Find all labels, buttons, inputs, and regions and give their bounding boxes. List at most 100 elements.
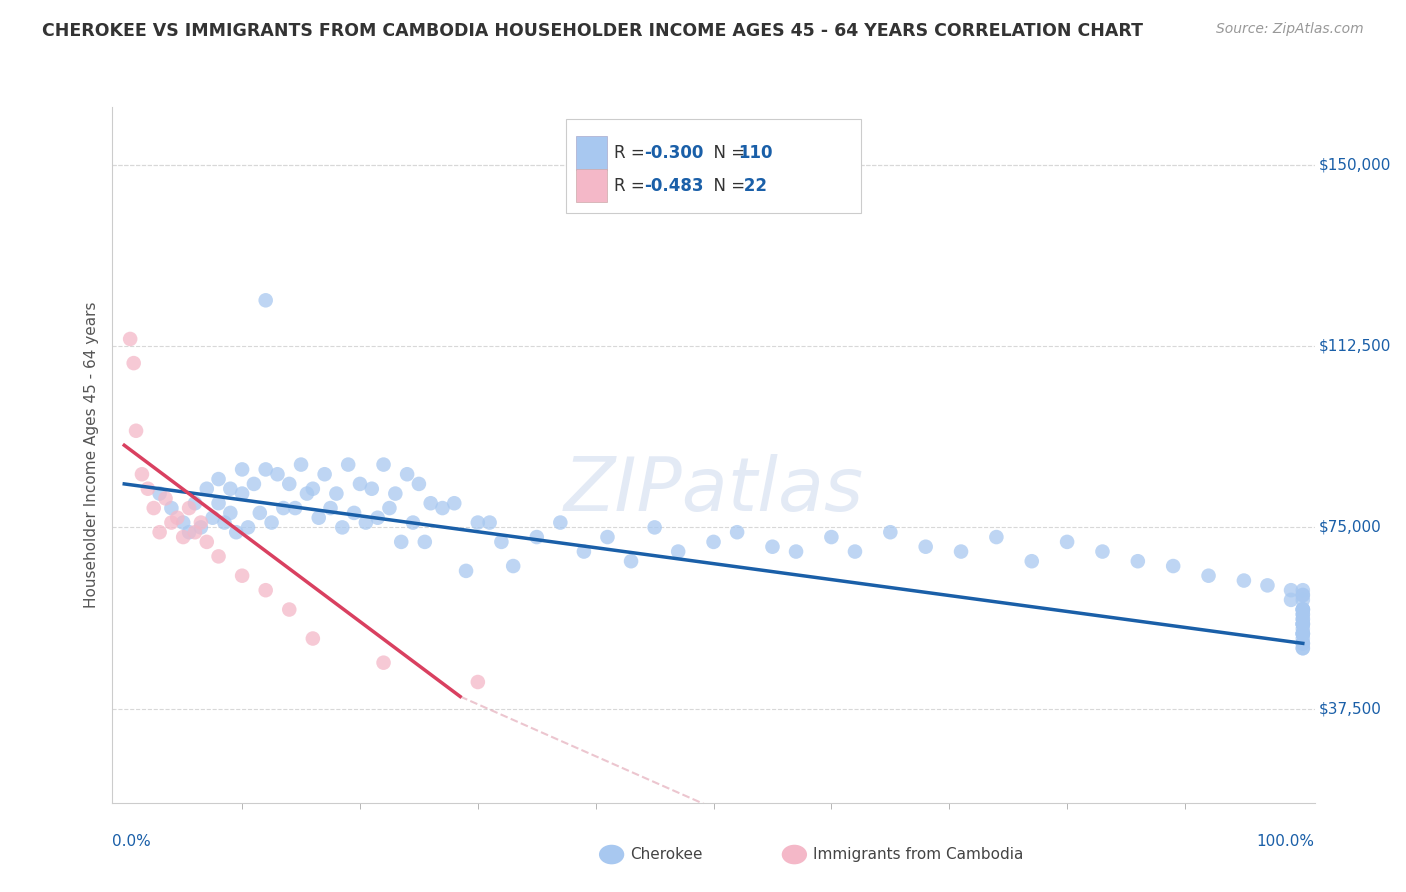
Point: [596, 530, 619, 544]
Point: [1292, 583, 1315, 598]
Point: [419, 496, 441, 510]
Point: [1126, 554, 1149, 568]
Point: [1292, 636, 1315, 650]
Point: [1292, 626, 1315, 640]
Point: [1292, 602, 1315, 616]
Point: [785, 544, 807, 558]
Text: Source: ZipAtlas.com: Source: ZipAtlas.com: [1216, 22, 1364, 37]
Point: [166, 510, 188, 524]
Point: [373, 656, 395, 670]
Point: [1292, 632, 1315, 646]
Text: $112,500: $112,500: [1319, 339, 1391, 354]
Point: [190, 520, 212, 534]
Point: [1091, 544, 1114, 558]
Text: N =: N =: [703, 177, 751, 194]
Point: [149, 525, 172, 540]
Point: [177, 501, 200, 516]
Point: [478, 516, 501, 530]
Point: [160, 516, 183, 530]
Point: [260, 516, 283, 530]
Point: [950, 544, 973, 558]
Point: [243, 476, 266, 491]
Text: N =: N =: [703, 145, 751, 162]
Point: [325, 486, 347, 500]
Point: [550, 516, 572, 530]
Point: [1021, 554, 1043, 568]
Point: [284, 501, 307, 516]
Point: [644, 520, 666, 534]
Point: [432, 501, 454, 516]
Point: [1292, 617, 1315, 632]
Point: [278, 602, 301, 616]
Point: [820, 530, 842, 544]
Point: [1292, 641, 1315, 656]
Point: [367, 510, 389, 524]
Point: [308, 510, 330, 524]
Point: [702, 534, 725, 549]
Point: [301, 482, 323, 496]
Point: [491, 534, 513, 549]
Text: 110: 110: [738, 145, 772, 162]
Point: [1292, 607, 1315, 622]
Point: [160, 501, 183, 516]
Point: [314, 467, 336, 482]
Point: [273, 501, 295, 516]
Text: 22: 22: [738, 177, 768, 194]
Point: [914, 540, 936, 554]
Point: [1256, 578, 1278, 592]
Y-axis label: Householder Income Ages 45 - 64 years: Householder Income Ages 45 - 64 years: [84, 301, 100, 608]
Text: 0.0%: 0.0%: [112, 834, 152, 849]
Point: [879, 525, 901, 540]
Point: [1279, 583, 1302, 598]
Point: [1279, 592, 1302, 607]
Point: [254, 462, 277, 476]
Point: [349, 476, 371, 491]
Point: [1292, 617, 1315, 632]
Point: [337, 458, 360, 472]
Point: [131, 467, 153, 482]
Text: -0.300: -0.300: [644, 145, 703, 162]
Point: [155, 491, 177, 506]
Point: [177, 525, 200, 540]
Point: [467, 516, 489, 530]
Point: [1292, 612, 1315, 626]
Point: [761, 540, 783, 554]
Point: [195, 534, 218, 549]
Point: [254, 583, 277, 598]
Point: [986, 530, 1008, 544]
Point: [295, 486, 318, 500]
Point: [1161, 559, 1184, 574]
Text: Cherokee: Cherokee: [630, 847, 703, 862]
Point: [1056, 534, 1078, 549]
Point: [389, 534, 412, 549]
Point: [172, 516, 194, 530]
Point: [254, 293, 277, 308]
Point: [666, 544, 689, 558]
Point: [1292, 636, 1315, 650]
Point: [1292, 617, 1315, 632]
Text: $75,000: $75,000: [1319, 520, 1382, 535]
Text: 100.0%: 100.0%: [1257, 834, 1315, 849]
Point: [360, 482, 382, 496]
Point: [184, 525, 207, 540]
Point: [378, 501, 401, 516]
Point: [1292, 617, 1315, 632]
Point: [125, 424, 148, 438]
Point: [319, 501, 342, 516]
Point: [1292, 626, 1315, 640]
Point: [142, 501, 165, 516]
Point: [136, 482, 159, 496]
Point: [301, 632, 323, 646]
Point: [1292, 626, 1315, 640]
Point: [408, 476, 430, 491]
Point: [402, 516, 425, 530]
Point: [1292, 602, 1315, 616]
Point: [225, 525, 247, 540]
Point: [207, 549, 229, 564]
Point: [343, 506, 366, 520]
Point: [214, 516, 236, 530]
Point: [354, 516, 377, 530]
Point: [1292, 607, 1315, 622]
Point: [120, 332, 142, 346]
Point: [219, 506, 242, 520]
